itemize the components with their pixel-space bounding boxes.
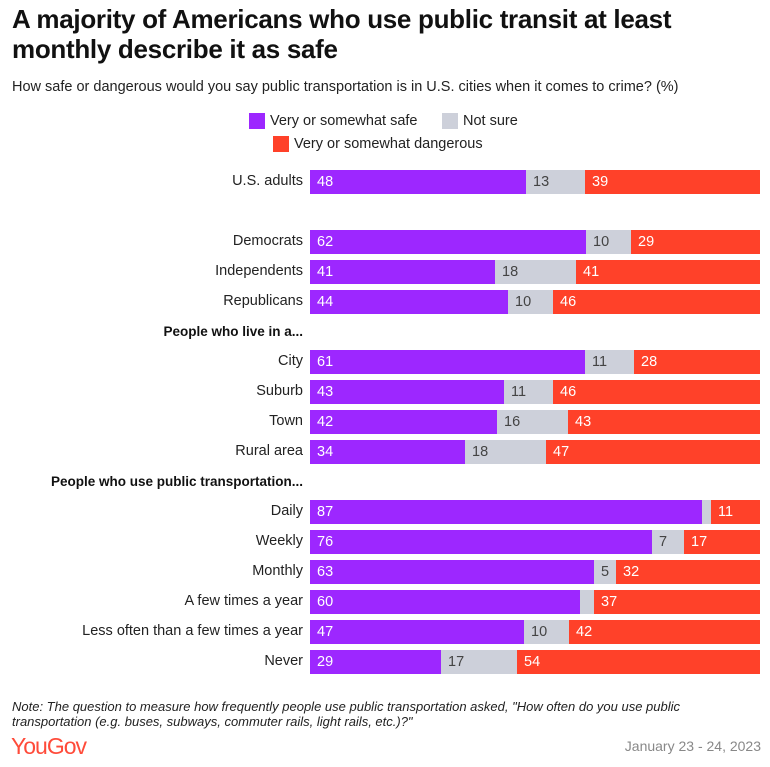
row-label: Suburb (256, 383, 303, 399)
bar-segment-dangerous: 29 (631, 230, 760, 254)
yougov-logo: YouGov (11, 733, 87, 759)
bar-segment-safe: 61 (310, 350, 585, 374)
bar-segment-safe: 34 (310, 440, 465, 464)
bar-segment-not-sure: 5 (594, 560, 616, 584)
bar-segment-dangerous: 28 (634, 350, 760, 374)
bar-segment-dangerous: 11 (711, 500, 760, 524)
bar-segment-dangerous: 41 (576, 260, 760, 284)
legend-label-dangerous: Very or somewhat dangerous (294, 136, 483, 152)
chart-subtitle: How safe or dangerous would you say publ… (12, 79, 679, 95)
bar-segment-dangerous: 47 (546, 440, 760, 464)
bar-segment-dangerous: 32 (616, 560, 760, 584)
bar-segment-safe: 43 (310, 380, 504, 404)
survey-date: January 23 - 24, 2023 (624, 738, 761, 754)
legend-swatch-safe (249, 113, 265, 129)
row-label: Democrats (232, 233, 303, 249)
row-label: Independents (215, 263, 303, 279)
bar-segment-safe: 87 (310, 500, 702, 524)
bar-segment-safe: 42 (310, 410, 497, 434)
bar-segment-not-sure: 11 (504, 380, 553, 404)
row-label: City (278, 353, 303, 369)
bar-segment-not-sure: 11 (585, 350, 634, 374)
row-label: Town (269, 413, 303, 429)
row-label: Less often than a few times a year (82, 623, 303, 639)
bar-segment-safe: 44 (310, 290, 508, 314)
row-label: A few times a year (184, 593, 303, 609)
legend-swatch-not-sure (442, 113, 458, 129)
bar-segment-not-sure: 10 (508, 290, 553, 314)
bar-segment-not-sure: 10 (586, 230, 631, 254)
legend-swatch-dangerous (273, 136, 289, 152)
bar-segment-dangerous: 17 (684, 530, 760, 554)
bar-segment-safe: 62 (310, 230, 586, 254)
legend-label-not-sure: Not sure (463, 113, 518, 129)
bar-segment-dangerous: 43 (568, 410, 760, 434)
row-label: Monthly (252, 563, 303, 579)
legend-item-not-sure: Not sure (442, 113, 518, 129)
group-header: People who use public transportation... (50, 474, 303, 489)
bar-segment-not-sure: 17 (441, 650, 517, 674)
bar-segment-dangerous: 39 (585, 170, 760, 194)
row-label: Republicans (223, 293, 303, 309)
bar-segment-safe: 63 (310, 560, 594, 584)
bar-segment-safe: 47 (310, 620, 524, 644)
bar-segment-not-sure: 18 (495, 260, 576, 284)
legend-item-safe: Very or somewhat safe (249, 113, 418, 129)
bar-segment-safe: 60 (310, 590, 580, 614)
legend-label-safe: Very or somewhat safe (270, 113, 418, 129)
bar-segment-not-sure: 16 (497, 410, 568, 434)
bar-segment-not-sure: 13 (526, 170, 585, 194)
bar-segment-dangerous: 46 (553, 290, 760, 314)
bar-segment-dangerous: 54 (517, 650, 760, 674)
bar-segment-safe: 76 (310, 530, 652, 554)
bar-segment-dangerous: 37 (594, 590, 760, 614)
bar-segment-not-sure (580, 590, 594, 614)
row-label: Never (264, 653, 303, 669)
row-label: Rural area (235, 443, 303, 459)
chart-title: A majority of Americans who use public t… (12, 4, 672, 64)
group-header: People who live in a... (163, 324, 303, 339)
bar-segment-safe: 29 (310, 650, 441, 674)
bar-segment-safe: 48 (310, 170, 526, 194)
bar-segment-dangerous: 46 (553, 380, 760, 404)
legend-item-dangerous: Very or somewhat dangerous (273, 136, 483, 152)
bar-segment-dangerous: 42 (569, 620, 760, 644)
bar-segment-not-sure (702, 500, 711, 524)
row-label: Weekly (255, 533, 303, 549)
bar-segment-not-sure: 7 (652, 530, 684, 554)
bar-segment-safe: 41 (310, 260, 495, 284)
bar-segment-not-sure: 10 (524, 620, 569, 644)
row-label: Daily (270, 503, 303, 519)
footnote: Note: The question to measure how freque… (12, 699, 681, 729)
row-label: U.S. adults (232, 173, 303, 189)
bar-segment-not-sure: 18 (465, 440, 546, 464)
